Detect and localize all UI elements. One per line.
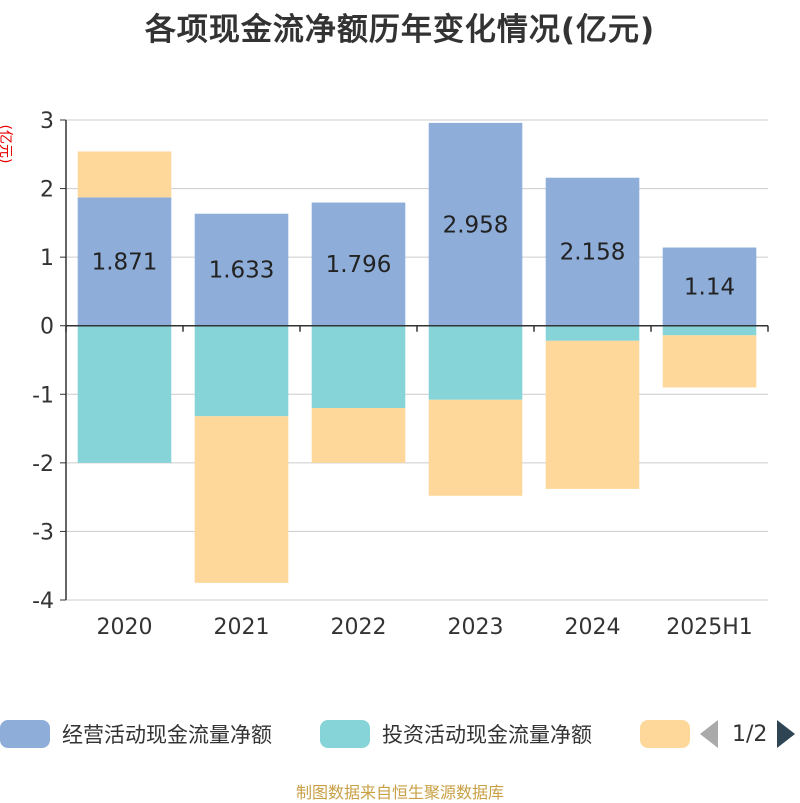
data-label: 1.14	[684, 275, 735, 301]
y-tick-label: 1	[40, 246, 54, 271]
legend-label-operating: 经营活动现金流量净额	[62, 723, 272, 747]
legend-swatch-financing	[640, 720, 690, 748]
data-label: 1.633	[209, 258, 275, 284]
legend-item-financing[interactable]	[640, 716, 690, 752]
legend: 经营活动现金流量净额 投资活动现金流量净额	[0, 716, 800, 756]
legend-swatch-investing	[320, 720, 370, 748]
bar	[77, 151, 172, 198]
bar	[77, 197, 172, 326]
legend-item-operating[interactable]: 经营活动现金流量净额	[0, 716, 272, 752]
x-tick-label: 2024	[565, 615, 621, 640]
legend-item-investing[interactable]: 投资活动现金流量净额	[320, 716, 592, 752]
y-tick-label: 3	[40, 109, 54, 134]
bar	[311, 408, 406, 463]
legend-prev-page-icon[interactable]	[700, 720, 718, 748]
bar	[428, 122, 523, 326]
y-tick-label: -4	[32, 589, 54, 614]
x-tick-label: 2020	[97, 615, 153, 640]
x-tick-label: 2022	[331, 615, 387, 640]
bar	[194, 416, 289, 583]
y-tick-label: -1	[32, 383, 54, 408]
x-tick-label: 2023	[448, 615, 504, 640]
data-label: 2.158	[560, 240, 626, 266]
legend-pager: 1/2	[700, 716, 796, 752]
y-tick-label: -2	[32, 452, 54, 477]
bar-chart: 3 2 1 0 -1 -2 -3 -4 1.871 1.633 1.796 2.958 2.158 1.1…	[32, 109, 769, 640]
y-tick-label: 2	[40, 178, 54, 203]
data-label: 1.796	[326, 252, 392, 278]
bar	[662, 335, 757, 388]
bar	[77, 325, 172, 463]
legend-page-indicator: 1/2	[732, 721, 768, 747]
bar	[545, 325, 640, 341]
y-tick-label: -3	[32, 520, 54, 545]
bar	[428, 399, 523, 496]
bar	[428, 325, 523, 400]
bar	[194, 325, 289, 417]
x-tick-label: 2025H1	[666, 615, 753, 640]
chart-title: 各项现金流净额历年变化情况(亿元)	[144, 12, 656, 48]
legend-label-investing: 投资活动现金流量净额	[382, 723, 592, 747]
data-label: 1.871	[92, 250, 158, 276]
x-tick-label: 2021	[214, 615, 270, 640]
legend-next-page-icon[interactable]	[777, 720, 796, 748]
bar	[545, 340, 640, 489]
legend-swatch-operating	[0, 720, 50, 748]
bar	[311, 325, 406, 408]
bar	[194, 213, 289, 326]
data-label: 2.958	[443, 212, 509, 238]
bar	[662, 325, 757, 336]
bar	[545, 177, 640, 326]
y-tick-label: 0	[40, 315, 54, 340]
bar	[311, 202, 406, 326]
bar	[662, 247, 757, 326]
data-source-note: 制图数据来自恒生聚源数据库	[295, 783, 504, 802]
